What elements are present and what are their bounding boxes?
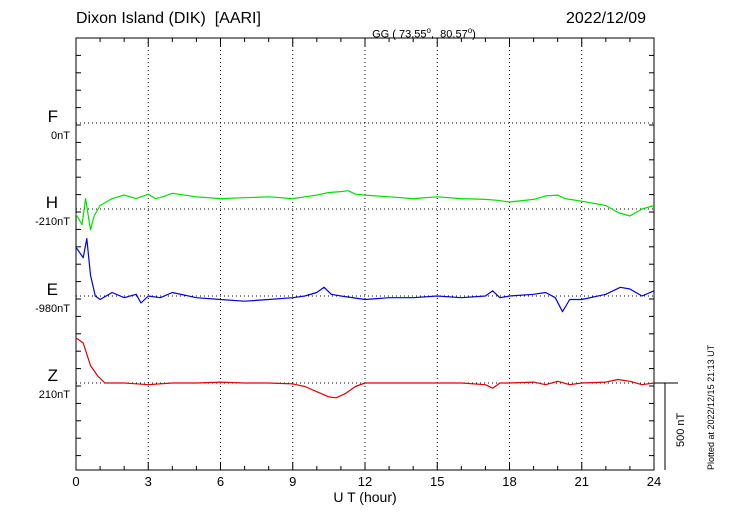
coords-deg2: o [467, 26, 473, 35]
station-title: Dixon Island (DIK) [AARI] [76, 10, 261, 27]
x-tick-label: 9 [289, 474, 296, 489]
x-tick-label: 15 [430, 474, 444, 489]
channel-label-e: E [46, 280, 58, 299]
x-tick-label: 24 [647, 474, 661, 489]
channel-label-f: F [47, 107, 58, 126]
scale-bar: 500 nT [654, 382, 687, 470]
grid [76, 38, 654, 470]
date-label: 2022/12/09 [566, 10, 647, 27]
coords-end: ) [472, 28, 476, 41]
x-axis-label: U T (hour) [333, 489, 396, 505]
scale-bar-label: 500 nT [675, 412, 687, 447]
channel-label-h: H [45, 193, 58, 212]
baseline-label-f: 0nT [51, 130, 70, 142]
x-tick-label: 6 [217, 474, 224, 489]
series-e [75, 238, 655, 313]
channel-label-z: Z [47, 366, 58, 385]
series-z [75, 337, 655, 399]
coords-lon: , 80.57 [431, 28, 468, 41]
station-coordinates: GG ( 73.55o, 80.57o) [366, 14, 476, 41]
series-lines [75, 190, 655, 399]
series-h [75, 190, 655, 231]
baseline-label-z: 210nT [38, 389, 70, 401]
x-tick-label: 0 [72, 474, 79, 489]
coords-deg1: o [426, 26, 431, 35]
baseline-label-h: -210nT [35, 216, 70, 228]
x-tick-label: 12 [358, 474, 372, 489]
baseline-label-e: -980nT [35, 303, 70, 315]
tick-marks [75, 37, 655, 470]
plotted-timestamp: Plotted at 2022/12/15 21:13 UT [706, 344, 716, 470]
coords-lat: GG ( 73.55 [372, 28, 427, 41]
x-tick-label: 21 [575, 474, 589, 489]
x-tick-labels: 0 3 6 9 12 15 18 21 24 [72, 474, 661, 489]
x-tick-label: 3 [145, 474, 152, 489]
x-tick-label: 18 [502, 474, 516, 489]
